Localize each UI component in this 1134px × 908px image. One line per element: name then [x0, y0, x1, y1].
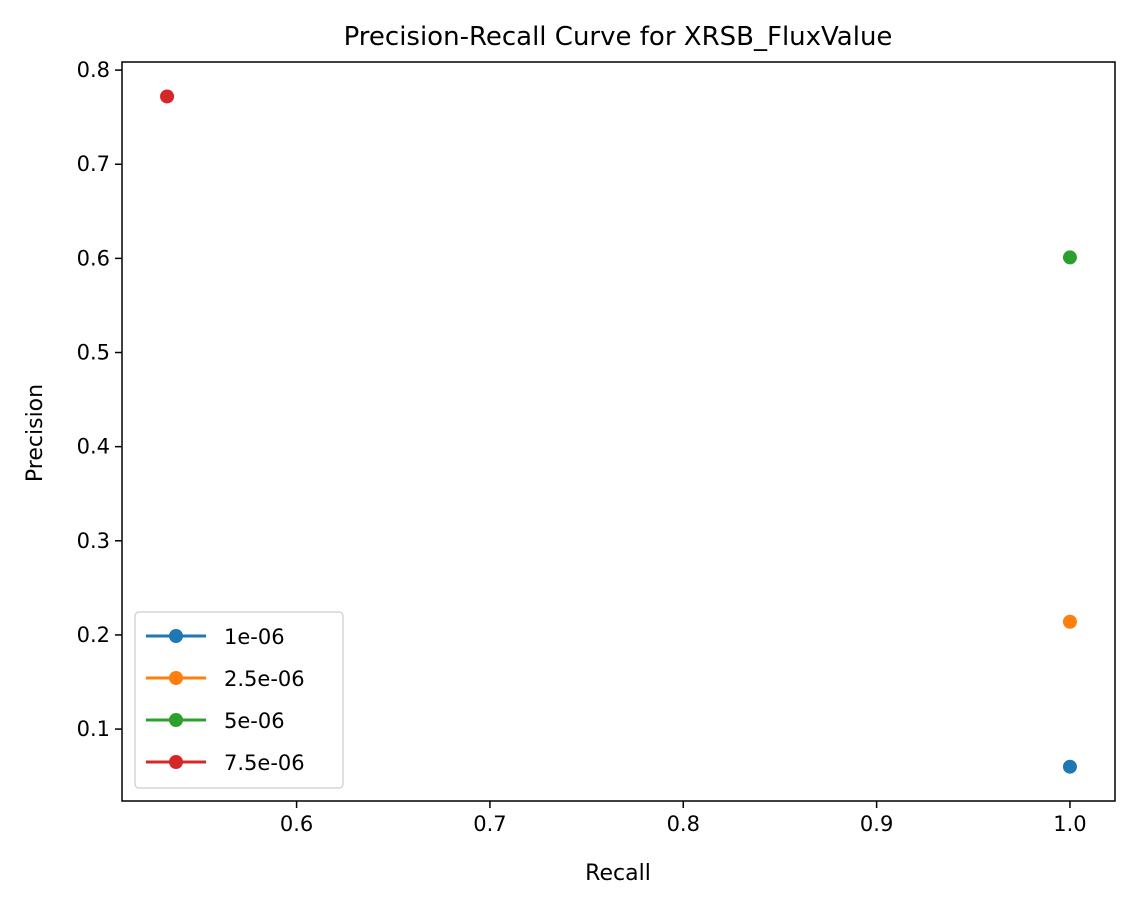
- x-tick-label: 0.8: [667, 812, 700, 836]
- data-point: [1062, 759, 1077, 774]
- y-tick-label: 0.2: [77, 623, 110, 647]
- y-tick-label: 0.7: [77, 152, 110, 176]
- legend-label: 2.5e-06: [224, 667, 305, 691]
- legend-marker: [169, 671, 183, 685]
- legend-marker: [169, 629, 183, 643]
- y-tick-label: 0.8: [77, 58, 110, 82]
- chart-title: Precision-Recall Curve for XRSB_FluxValu…: [344, 22, 893, 52]
- legend-label: 1e-06: [224, 625, 285, 649]
- data-point: [1062, 250, 1077, 265]
- x-tick-label: 0.7: [473, 812, 506, 836]
- x-tick-label: 0.9: [860, 812, 893, 836]
- x-tick-label: 1.0: [1053, 812, 1086, 836]
- y-axis-label: Precision: [23, 384, 48, 482]
- data-points: [160, 89, 1077, 774]
- legend: 1e-06 2.5e-06 5e-06 7.5e-06: [134, 611, 344, 789]
- y-tick-label: 0.3: [77, 529, 110, 553]
- data-point: [160, 89, 175, 104]
- legend-marker: [169, 755, 183, 769]
- legend-frame: [134, 611, 344, 789]
- y-tick-label: 0.4: [77, 435, 110, 459]
- axis-ticks: 0.6 0.7 0.8 0.9 1.0 0.1 0.2 0.3 0.4 0.5 0.6 0.7 0.8: [77, 58, 1087, 836]
- x-axis-label: Recall: [585, 861, 651, 886]
- data-point: [1062, 614, 1077, 629]
- x-tick-label: 0.6: [280, 812, 313, 836]
- y-tick-label: 0.1: [77, 717, 110, 741]
- legend-label: 5e-06: [224, 709, 285, 733]
- y-tick-label: 0.5: [77, 341, 110, 365]
- legend-marker: [169, 713, 183, 727]
- y-tick-label: 0.6: [77, 246, 110, 270]
- legend-label: 7.5e-06: [224, 751, 305, 775]
